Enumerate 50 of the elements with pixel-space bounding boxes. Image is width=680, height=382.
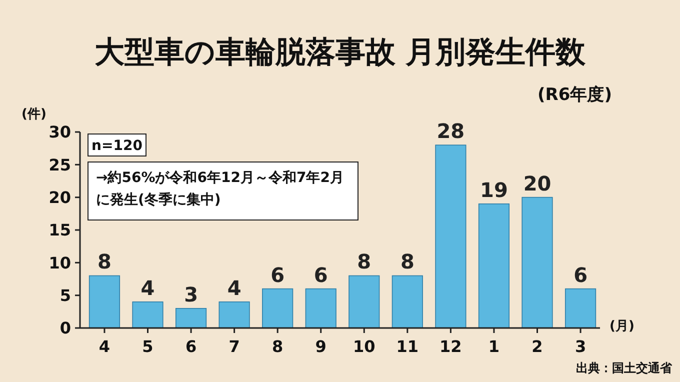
- bar: [262, 288, 294, 328]
- bar: [305, 288, 336, 328]
- y-tick-label: 20: [48, 188, 71, 207]
- source-note: 出典：国土交通省: [576, 361, 673, 375]
- bar: [348, 275, 380, 328]
- annotation: →約56%が令和6年12月～令和7年2月に発生(冬季に集中): [96, 170, 344, 208]
- x-tick-label: 5: [142, 337, 154, 356]
- x-tick-label: 9: [315, 337, 326, 356]
- x-tick-label: 1: [488, 337, 500, 356]
- data-label: 8: [357, 250, 372, 274]
- x-tick-label: 4: [98, 337, 110, 356]
- data-label: 28: [436, 119, 465, 144]
- data-label: 6: [270, 262, 285, 287]
- x-tick-label: 8: [272, 337, 284, 356]
- x-tick-label: 12: [440, 337, 462, 356]
- bar: [522, 196, 553, 328]
- x-tick-label: 10: [353, 337, 376, 356]
- bar: [435, 144, 466, 328]
- bar: [132, 301, 164, 328]
- chart-title: 大型車の車輪脱落事故 月別発生件数: [94, 35, 587, 70]
- x-tick-label: 2: [532, 337, 543, 356]
- x-tick-label: 7: [228, 337, 240, 356]
- bar: [392, 275, 423, 328]
- x-axis-title: (月): [610, 319, 634, 334]
- bar: [564, 288, 596, 328]
- bar: [218, 301, 250, 328]
- data-label: 8: [400, 250, 414, 274]
- y-axis-title: (件): [22, 107, 46, 122]
- y-tick-label: 10: [48, 253, 71, 272]
- y-tick-label: 0: [60, 318, 71, 338]
- data-label: 4: [140, 276, 155, 300]
- x-tick-label: 3: [574, 337, 586, 356]
- bar: [478, 203, 510, 328]
- y-tick-label: 25: [48, 155, 71, 174]
- data-label: 19: [480, 178, 508, 202]
- bar: [88, 275, 120, 328]
- y-tick-label: 15: [48, 220, 71, 240]
- x-tick-label: 11: [396, 337, 419, 356]
- x-tick-label: 6: [185, 337, 197, 356]
- data-label: 6: [574, 262, 588, 287]
- data-label: 20: [523, 171, 552, 196]
- y-tick-label: 5: [60, 286, 71, 305]
- data-label: 3: [184, 282, 198, 306]
- annotation: n=120: [92, 138, 143, 154]
- data-label: 8: [98, 250, 112, 274]
- chart-subtitle: (R6年度): [538, 85, 612, 105]
- data-label: 4: [227, 276, 242, 300]
- bar: [175, 308, 207, 328]
- data-label: 6: [314, 262, 328, 287]
- y-tick-label: 30: [48, 122, 71, 142]
